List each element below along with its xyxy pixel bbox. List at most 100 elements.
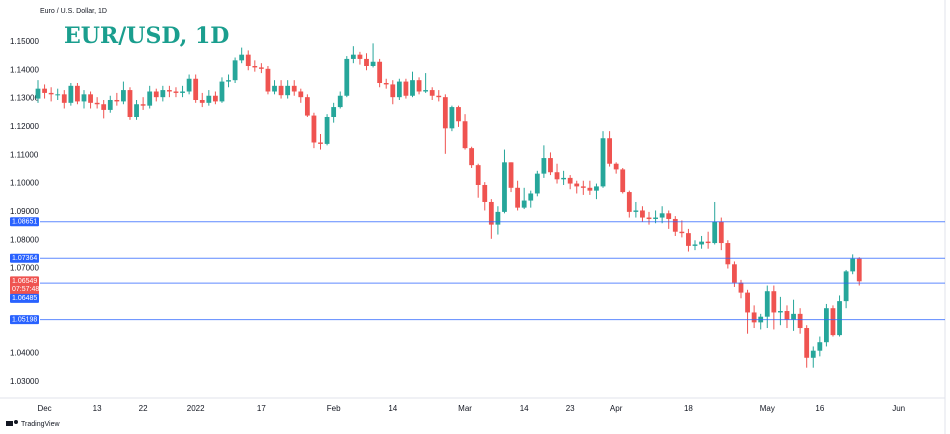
candle-body <box>620 169 626 193</box>
candle-body <box>337 95 343 108</box>
candle-body <box>475 165 481 185</box>
candle-body <box>692 244 698 246</box>
y-tick-label: 1.07000 <box>10 264 39 273</box>
candle-body <box>232 60 238 81</box>
x-tick-label: Mar <box>458 404 472 413</box>
x-tick-label: Apr <box>610 404 623 413</box>
candle-body <box>718 221 724 244</box>
candle-body <box>101 104 107 110</box>
candle-body <box>153 91 159 98</box>
x-tick-label: 17 <box>257 404 266 413</box>
x-tick-label: May <box>760 404 775 413</box>
candle-body <box>344 58 350 96</box>
chart-title: EUR/USD, 1D <box>64 23 229 49</box>
x-tick-label: Jun <box>892 404 905 413</box>
candle-body <box>541 158 547 174</box>
candle-body <box>495 211 501 225</box>
candle-body <box>357 54 363 59</box>
level-label-box <box>10 315 39 325</box>
candle-body <box>298 91 304 98</box>
candle-body <box>521 200 527 208</box>
candle-body <box>442 97 448 129</box>
candle-body <box>672 218 678 232</box>
x-tick-label: 18 <box>684 404 693 413</box>
candle-body <box>502 162 507 212</box>
candle-body <box>607 138 612 164</box>
y-tick-label: 1.15000 <box>10 37 39 46</box>
y-tick-label: 1.14000 <box>10 65 39 74</box>
y-tick-label: 1.09000 <box>10 207 39 216</box>
level-label: 1.07364 <box>12 255 37 262</box>
candle-body <box>640 210 645 218</box>
candle-body <box>469 148 475 166</box>
candle-body <box>508 162 514 188</box>
candle-body <box>528 193 534 201</box>
candle-body <box>587 187 593 191</box>
candle-body <box>403 81 409 96</box>
candle-body <box>410 80 415 96</box>
candle-body <box>771 291 777 313</box>
candle-body <box>600 138 606 187</box>
y-tick-label: 1.12000 <box>10 122 39 131</box>
symbol-name: Euro / U.S. Dollar, 1D <box>40 8 107 15</box>
candle-body <box>850 258 856 272</box>
candle-body <box>515 187 521 208</box>
candle-body <box>732 264 737 283</box>
candle-body <box>377 61 383 83</box>
candle-body <box>331 107 337 117</box>
candle-body <box>797 313 803 329</box>
candle-body <box>364 58 369 67</box>
candle-body <box>318 142 323 144</box>
candle-body <box>804 328 810 358</box>
candle-body <box>278 85 284 96</box>
candle-body <box>436 95 442 98</box>
candle-body <box>127 90 133 117</box>
candle-body <box>784 311 790 320</box>
y-tick-label: 1.13000 <box>10 94 39 103</box>
candle-body <box>580 186 586 188</box>
candle-body <box>554 172 560 180</box>
y-tick-label: 1.03000 <box>10 377 39 386</box>
candle-body <box>646 217 652 219</box>
candle-body <box>206 95 212 103</box>
candle-body <box>291 85 297 92</box>
candle-body <box>285 85 291 96</box>
candle-body <box>423 90 429 92</box>
candle-body <box>396 81 402 98</box>
candle-body <box>653 217 658 219</box>
candle-body <box>383 82 389 85</box>
x-tick-label: Feb <box>327 404 341 413</box>
candle-body <box>699 241 704 245</box>
candle-body <box>167 90 172 92</box>
brand-logo: TradingView <box>6 420 60 428</box>
candle-body <box>212 95 218 102</box>
candle-body <box>258 67 264 69</box>
candle-body <box>75 85 80 102</box>
candle-body <box>61 94 67 103</box>
x-tick-label: 13 <box>93 404 102 413</box>
y-tick-label: 1.11000 <box>10 150 39 159</box>
candle-body <box>534 173 540 194</box>
candle-body <box>488 201 494 225</box>
x-tick-label: Dec <box>37 404 51 413</box>
level-label-box <box>10 293 39 303</box>
current-price-label: 1.06549 <box>12 278 37 285</box>
level-label-box <box>10 253 39 263</box>
level-label-box <box>10 217 39 227</box>
candle-body <box>613 163 619 170</box>
y-tick-label: 1.10000 <box>10 179 39 188</box>
candle-body <box>239 54 245 61</box>
candle-body <box>824 308 829 343</box>
candle-body <box>265 68 271 92</box>
candle-body <box>791 313 796 320</box>
y-tick-label: 1.04000 <box>10 349 39 358</box>
candle-body <box>856 258 862 282</box>
level-label: 1.06485 <box>12 295 37 302</box>
candle-body <box>843 271 849 302</box>
candle-body <box>350 54 356 59</box>
candle-body <box>837 301 842 336</box>
candle-body <box>42 88 47 93</box>
candle-body <box>140 104 146 106</box>
countdown-label: 07:57:48 <box>12 286 39 293</box>
